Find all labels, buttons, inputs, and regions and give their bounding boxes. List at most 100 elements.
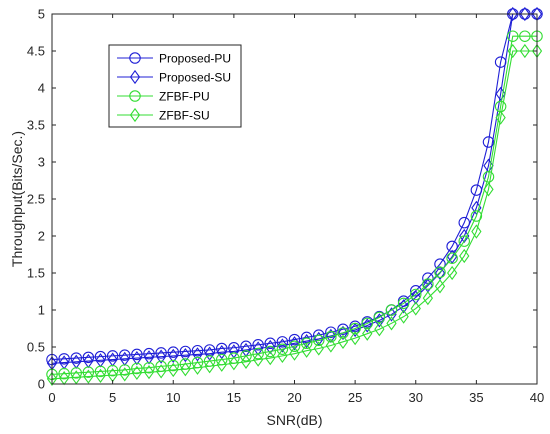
data-point-marker [58, 353, 70, 365]
x-tick-label: 40 [530, 390, 544, 405]
data-point-marker [482, 136, 495, 148]
legend-label: Proposed-SU [159, 71, 231, 85]
data-point-marker [46, 371, 58, 386]
data-point-marker [82, 366, 95, 378]
data-point-marker [506, 30, 519, 42]
data-point-marker [519, 30, 531, 42]
data-point-marker [94, 350, 107, 363]
data-point-marker [385, 304, 398, 316]
data-point-marker [252, 339, 264, 351]
data-point-marker [300, 337, 313, 350]
data-point-marker [446, 265, 458, 281]
y-tick-label: 3 [38, 155, 45, 170]
data-point-marker [325, 338, 337, 353]
series-line [51, 13, 537, 361]
x-tick-label: 25 [348, 390, 362, 405]
data-point-marker [191, 344, 204, 357]
y-tick-label: 5 [38, 7, 45, 22]
data-point-marker [349, 322, 361, 338]
data-point-marker [495, 110, 506, 125]
data-point-marker [276, 343, 289, 355]
data-point-marker [470, 210, 483, 222]
data-point-marker [397, 297, 410, 310]
data-point-marker [252, 341, 264, 356]
data-point-marker [216, 342, 228, 355]
x-tick-label: 30 [409, 390, 423, 405]
data-point-marker [143, 365, 155, 380]
data-point-marker [265, 350, 276, 366]
data-point-marker [168, 348, 179, 364]
data-point-marker [264, 337, 276, 350]
data-point-marker [471, 224, 482, 239]
data-point-marker [459, 248, 470, 264]
data-point-marker [277, 348, 288, 364]
data-point-marker [325, 326, 337, 338]
data-point-marker [180, 347, 191, 363]
legend-marker [129, 107, 141, 123]
data-point-marker [422, 291, 434, 306]
data-point-marker [70, 367, 83, 379]
data-point-marker [95, 368, 106, 384]
data-point-marker [155, 347, 167, 359]
data-point-marker [312, 334, 325, 347]
series-zfbf-pu [46, 30, 543, 381]
x-axis-label: SNR(dB) [266, 412, 322, 428]
data-point-marker [507, 6, 518, 22]
series-line [51, 35, 537, 375]
legend-label: Proposed-PU [159, 52, 231, 66]
x-tick-label: 15 [227, 390, 241, 405]
data-point-marker [252, 347, 264, 360]
data-point-marker [409, 288, 422, 301]
data-point-marker [409, 285, 422, 297]
data-point-marker [410, 290, 421, 305]
data-point-marker [325, 330, 337, 343]
data-point-marker [337, 325, 349, 341]
data-point-marker [143, 350, 155, 365]
data-point-marker [119, 349, 131, 361]
data-point-marker [131, 350, 143, 366]
data-point-marker [288, 340, 301, 353]
ticks-group: 0 5 10 15 20 25 30 35 40 0 0.5 1 1.5 2 2.5 3 3.5 4 4.5 5 [27, 7, 544, 406]
y-tick-label: 4 [38, 81, 45, 96]
data-point-marker [398, 309, 409, 324]
data-point-marker [240, 354, 252, 369]
data-point-marker [349, 322, 361, 335]
y-tick-label: 0 [38, 377, 45, 392]
legend-marker [129, 90, 141, 102]
data-point-marker [337, 323, 349, 335]
data-point-marker [94, 365, 107, 378]
data-point-marker [422, 278, 434, 290]
data-point-marker [301, 343, 312, 358]
data-point-marker [483, 182, 494, 197]
data-point-marker [289, 346, 300, 361]
data-point-marker [192, 360, 203, 375]
data-point-marker [519, 43, 531, 59]
data-point-marker [398, 299, 409, 314]
legend: Proposed-PU Proposed-SU ZFBF-PU ZFBF-SU [108, 44, 242, 128]
data-point-marker [288, 333, 301, 346]
y-tick-label: 1.5 [27, 266, 45, 281]
data-point-marker [143, 361, 155, 374]
data-point-marker [168, 362, 179, 378]
data-point-marker [240, 340, 252, 353]
data-point-marker [434, 279, 446, 294]
y-tick-label: 3.5 [27, 118, 45, 133]
data-point-marker [276, 336, 289, 348]
data-point-marker [204, 359, 215, 374]
data-point-marker [167, 359, 180, 372]
data-point-marker [519, 6, 531, 22]
y-tick-label: 2 [38, 229, 45, 244]
data-point-marker [482, 171, 495, 183]
legend-label: ZFBF-PU [159, 90, 210, 104]
data-point-marker [410, 301, 421, 316]
data-point-marker [216, 357, 227, 372]
data-point-marker [252, 352, 264, 367]
data-point-marker [119, 367, 130, 382]
data-point-marker [82, 351, 95, 364]
data-point-marker [131, 362, 143, 375]
data-point-marker [119, 364, 131, 376]
data-point-marker [106, 364, 119, 377]
data-point-marker [374, 322, 385, 337]
data-point-marker [337, 327, 349, 339]
